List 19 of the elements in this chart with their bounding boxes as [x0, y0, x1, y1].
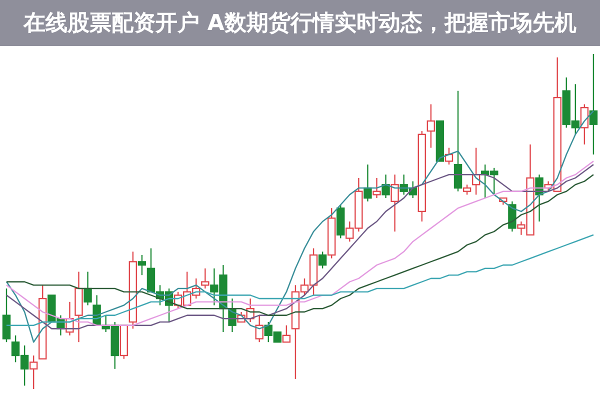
candlestick [589, 54, 598, 156]
candlestick [318, 251, 327, 269]
candlestick [255, 314, 264, 343]
candlestick [454, 90, 462, 192]
candlestick [29, 354, 38, 389]
candlestick [364, 164, 372, 202]
candlestick [580, 104, 589, 146]
candlestick [138, 254, 146, 276]
candlestick [382, 174, 390, 199]
candlestick [282, 324, 291, 343]
candlestick [426, 104, 436, 148]
candlestick [201, 268, 210, 290]
candlestick [2, 288, 11, 343]
chart-title: 在线股票配资开户 A数期货行情实时动态，把握市场先机 [0, 0, 600, 46]
candlestick [462, 184, 472, 196]
candlestick [372, 177, 381, 199]
candlestick [444, 147, 454, 166]
candlestick [390, 174, 399, 232]
candlestick [84, 271, 92, 306]
